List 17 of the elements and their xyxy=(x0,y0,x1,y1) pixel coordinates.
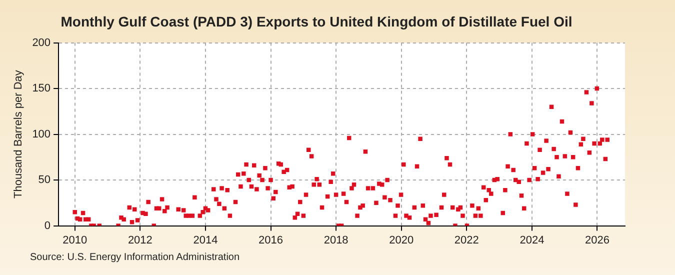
y-tick-label: 150 xyxy=(32,82,51,95)
x-tick-label: 2010 xyxy=(62,234,88,246)
x-tick-label: 2020 xyxy=(389,234,414,246)
x-tick-label: 2014 xyxy=(193,234,218,246)
y-axis-title: Thousand Barrels per Day xyxy=(12,70,25,199)
y-tick-label: 200 xyxy=(32,36,51,49)
y-tick-label: 50 xyxy=(38,174,51,186)
x-tick-label: 2018 xyxy=(324,234,348,246)
x-tick-label: 2016 xyxy=(258,234,284,246)
x-tick-label: 2026 xyxy=(585,234,610,246)
x-tick-label: 2024 xyxy=(520,234,544,246)
y-tick-label: 0 xyxy=(44,220,51,232)
source-note: Source: U.S. Energy Information Administration xyxy=(30,252,240,263)
y-tick-label: 100 xyxy=(32,128,51,140)
x-tick-label: 2012 xyxy=(128,234,152,246)
x-tick-label: 2022 xyxy=(454,234,479,246)
chart-title: Monthly Gulf Coast (PADD 3) Exports to United Kingdom of Distillate Fuel Oil xyxy=(60,13,572,30)
